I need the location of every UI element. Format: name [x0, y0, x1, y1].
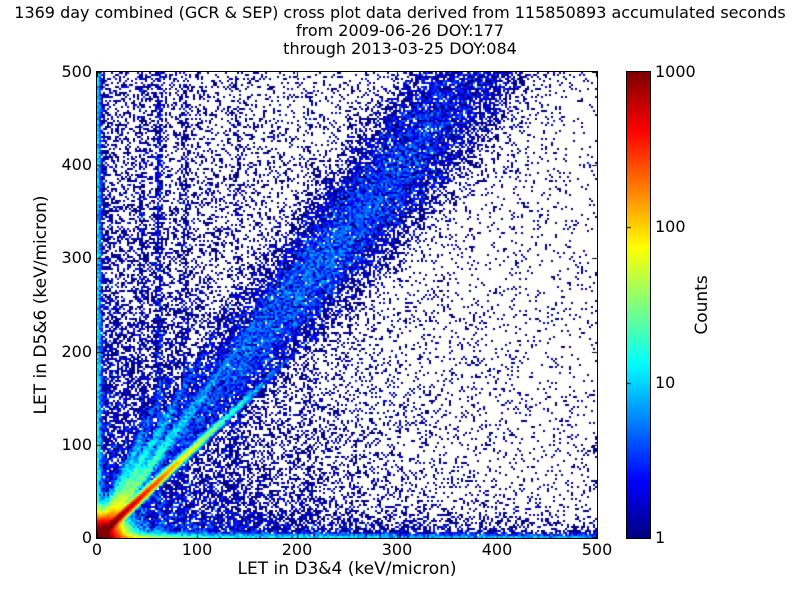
colorbar-tick-label: 1 — [655, 528, 666, 547]
x-tick-label: 0 — [91, 540, 103, 559]
scatter-density-canvas — [97, 72, 597, 538]
x-tick-label: 200 — [281, 540, 313, 559]
title-line-2: from 2009-06-26 DOY:177 — [295, 21, 504, 40]
title-line-1: 1369 day combined (GCR & SEP) cross plot… — [14, 3, 786, 22]
title-line-3: through 2013-03-25 DOY:084 — [283, 39, 517, 58]
colorbar-tick-label: 100 — [655, 217, 686, 237]
plot-area — [96, 71, 598, 539]
figure-title: 1369 day combined (GCR & SEP) cross plot… — [0, 4, 800, 58]
x-tick-label: 400 — [481, 540, 513, 559]
x-tick-label: 100 — [181, 540, 213, 559]
colorbar-label: Counts — [692, 275, 712, 335]
colorbar-tick-label: 1000 — [655, 62, 696, 81]
y-tick-label: 100 — [61, 434, 92, 454]
y-tick-label: 400 — [61, 155, 92, 175]
colorbar — [626, 71, 651, 539]
colorbar-gradient-canvas — [627, 72, 650, 538]
y-tick-label: 300 — [61, 248, 92, 268]
y-tick-label: 500 — [61, 62, 92, 81]
x-axis-label: LET in D3&4 (keV/micron) — [237, 559, 457, 579]
y-tick-label: 200 — [61, 341, 92, 361]
y-tick-label: 0 — [81, 528, 92, 547]
colorbar-tick-label: 10 — [655, 372, 676, 392]
x-tick-label: 300 — [381, 540, 413, 559]
x-tick-label: 500 — [581, 540, 613, 559]
y-axis-label: LET in D5&6 (keV/micron) — [31, 195, 51, 415]
